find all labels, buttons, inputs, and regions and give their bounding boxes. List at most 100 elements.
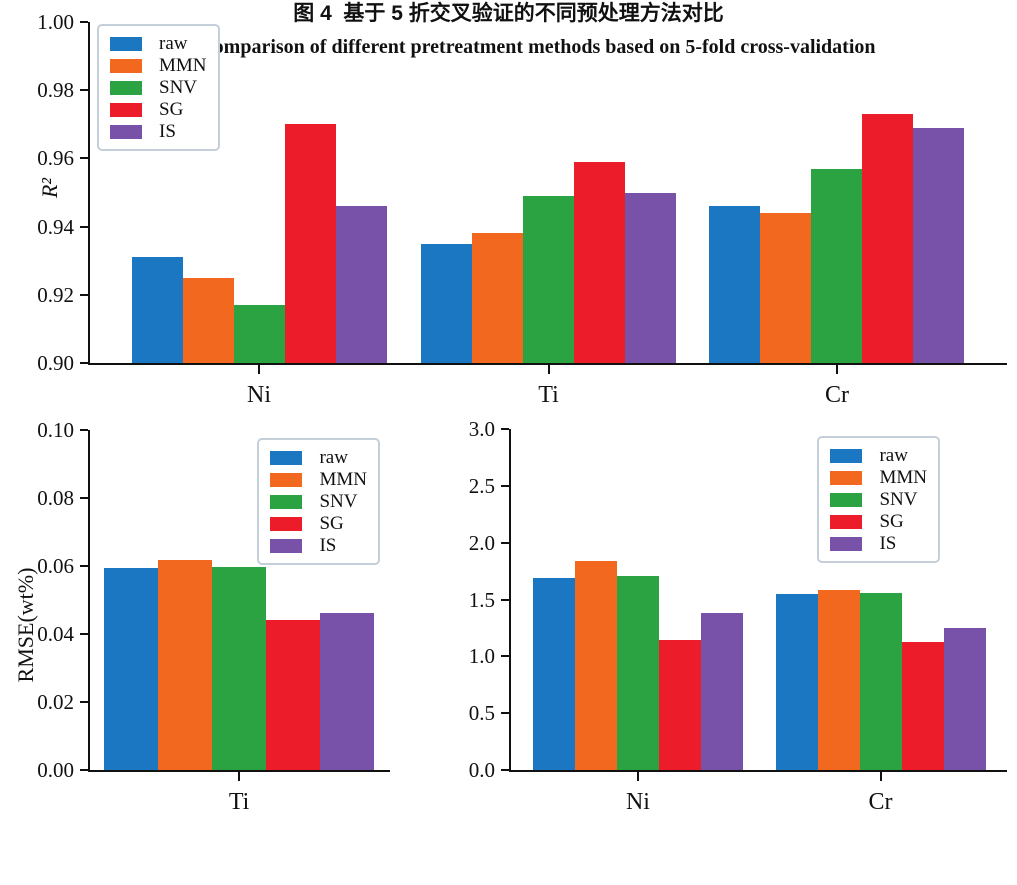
bar-SG-Ni (658, 640, 701, 770)
legend-item-raw: raw (830, 445, 927, 467)
legend-item-SG: SG (830, 511, 927, 533)
x-tick-label-Ni: Ni (247, 382, 271, 408)
y-tick-label: 0.92 (37, 282, 74, 307)
y-tick-mark (501, 541, 509, 544)
legend-swatch-SNV (830, 493, 863, 507)
x-tick-mark (636, 772, 639, 781)
legend-label-MMN: MMN (159, 55, 207, 76)
legend-label-SNV: SNV (879, 489, 918, 510)
bar-IS-Cr (943, 628, 986, 770)
bar-MMN-Cr (760, 213, 812, 363)
y-tick-label: 0.02 (37, 690, 74, 714)
legend-item-IS: IS (110, 121, 207, 143)
y-tick-label: 1.00 (37, 10, 74, 34)
y-tick-label: 0.98 (37, 78, 74, 103)
chart-r2-panel: 0.90 0.92 0.94 0.96 0.98 1.00 Ni Ti Cr raw MMN SNV S… (37, 10, 1007, 408)
bar-MMN-Ni (182, 278, 234, 363)
y-tick-mark (80, 497, 88, 499)
legend-swatch-SG (270, 517, 303, 531)
bar-IS-Ni (700, 613, 743, 770)
bar-IS-Ti (320, 613, 375, 770)
legend-label-IS: IS (159, 121, 176, 142)
bar-raw-Cr (775, 594, 818, 770)
legend-swatch-raw (270, 451, 303, 465)
x-tick-mark (547, 365, 550, 374)
y-axis-title: R² (37, 177, 62, 199)
legend-label-raw: raw (879, 445, 908, 466)
y-tick-label: 0.08 (37, 486, 74, 510)
y-tick-label: 1.5 (468, 587, 495, 612)
figure-caption: 图 4 基于 5 折交叉验证的不同预处理方法对比 Fig. 4 Comparis… (0, 0, 1017, 60)
legend-swatch-SNV (110, 81, 142, 95)
y-tick-mark (501, 598, 509, 601)
legend-label-SG: SG (319, 513, 344, 534)
y-tick-label: 1.0 (468, 644, 495, 669)
bar-raw-Cr (709, 206, 761, 363)
legend-swatch-IS (270, 539, 303, 553)
x-tick-label-Ti: Ti (228, 789, 250, 815)
y-tick-mark (80, 633, 88, 635)
legend-item-SG: SG (110, 99, 207, 121)
bar-raw-Ni (532, 578, 575, 770)
y-tick-mark (80, 157, 88, 160)
legend-item-IS: IS (270, 535, 367, 557)
bar-SG-Ti (266, 620, 321, 770)
x-tick-mark (835, 365, 838, 374)
legend-label-IS: IS (319, 535, 337, 556)
bar-IS-Ni (335, 206, 387, 363)
bar-MMN-Ti (472, 233, 523, 363)
legend-swatch-raw (830, 449, 863, 463)
bar-SNV-Ti (523, 196, 574, 363)
legend-label-MMN: MMN (879, 467, 927, 488)
y-tick-label: 3.0 (468, 417, 495, 441)
y-tick-mark (80, 429, 88, 431)
legend-swatch-IS (110, 125, 142, 139)
y-tick-mark (501, 428, 509, 430)
bar-SG-Cr (901, 642, 944, 770)
y-tick-label: 0.10 (37, 418, 74, 442)
legend-swatch-MMN (830, 471, 863, 485)
bar-SG-Cr (862, 114, 914, 363)
legend-label-MMN: MMN (319, 469, 367, 490)
y-tick-mark (80, 293, 88, 296)
bar-raw-Ti (421, 244, 472, 363)
legend-item-IS: IS (830, 533, 927, 555)
bar-MMN-Ni (574, 561, 617, 770)
legend-label-IS: IS (879, 533, 897, 554)
legend: raw MMN SNV SG IS (817, 436, 940, 563)
y-tick-label: 0.00 (37, 758, 74, 782)
legend-item-MMN: MMN (830, 467, 927, 489)
bar-SG-Ni (284, 124, 336, 363)
x-tick-label-Ti: Ti (538, 382, 559, 408)
legend-swatch-SG (830, 515, 863, 529)
bar-IS-Cr (913, 128, 965, 363)
legend-label-SNV: SNV (319, 491, 358, 512)
bar-SG-Ti (574, 162, 625, 363)
legend-item-MMN: MMN (270, 469, 367, 491)
legend-item-MMN: MMN (110, 55, 207, 77)
chart-rmse-ni-cr-panel: 0.0 0.5 1.0 1.5 2.0 2.5 3.0 Ni Cr raw MMN SNV SG IS (469, 417, 1007, 815)
y-tick-mark (501, 769, 509, 771)
legend-label-SNV: SNV (159, 77, 198, 98)
bar-SNV-Ti (212, 567, 267, 770)
y-axis-title: RMSE(wt%) (13, 567, 38, 683)
legend-item-SNV: SNV (110, 77, 207, 99)
legend-label-raw: raw (159, 33, 188, 54)
legend-label-SG: SG (879, 511, 904, 532)
bar-raw-Ni (131, 257, 183, 363)
y-tick-mark (80, 362, 88, 364)
legend-item-SNV: SNV (830, 489, 927, 511)
bar-SNV-Cr (859, 593, 902, 770)
x-tick-mark (258, 365, 260, 374)
x-tick-label-Cr: Cr (824, 382, 849, 408)
y-tick-label: 0.5 (468, 701, 495, 726)
legend-item-raw: raw (110, 33, 207, 55)
bar-SNV-Ni (616, 576, 659, 770)
y-tick-mark (501, 484, 509, 487)
y-tick-mark (80, 701, 88, 703)
y-tick-label: 0.06 (37, 554, 74, 578)
legend-item-SG: SG (270, 513, 367, 535)
bar-SNV-Ni (233, 305, 285, 363)
y-tick-mark (80, 225, 88, 228)
